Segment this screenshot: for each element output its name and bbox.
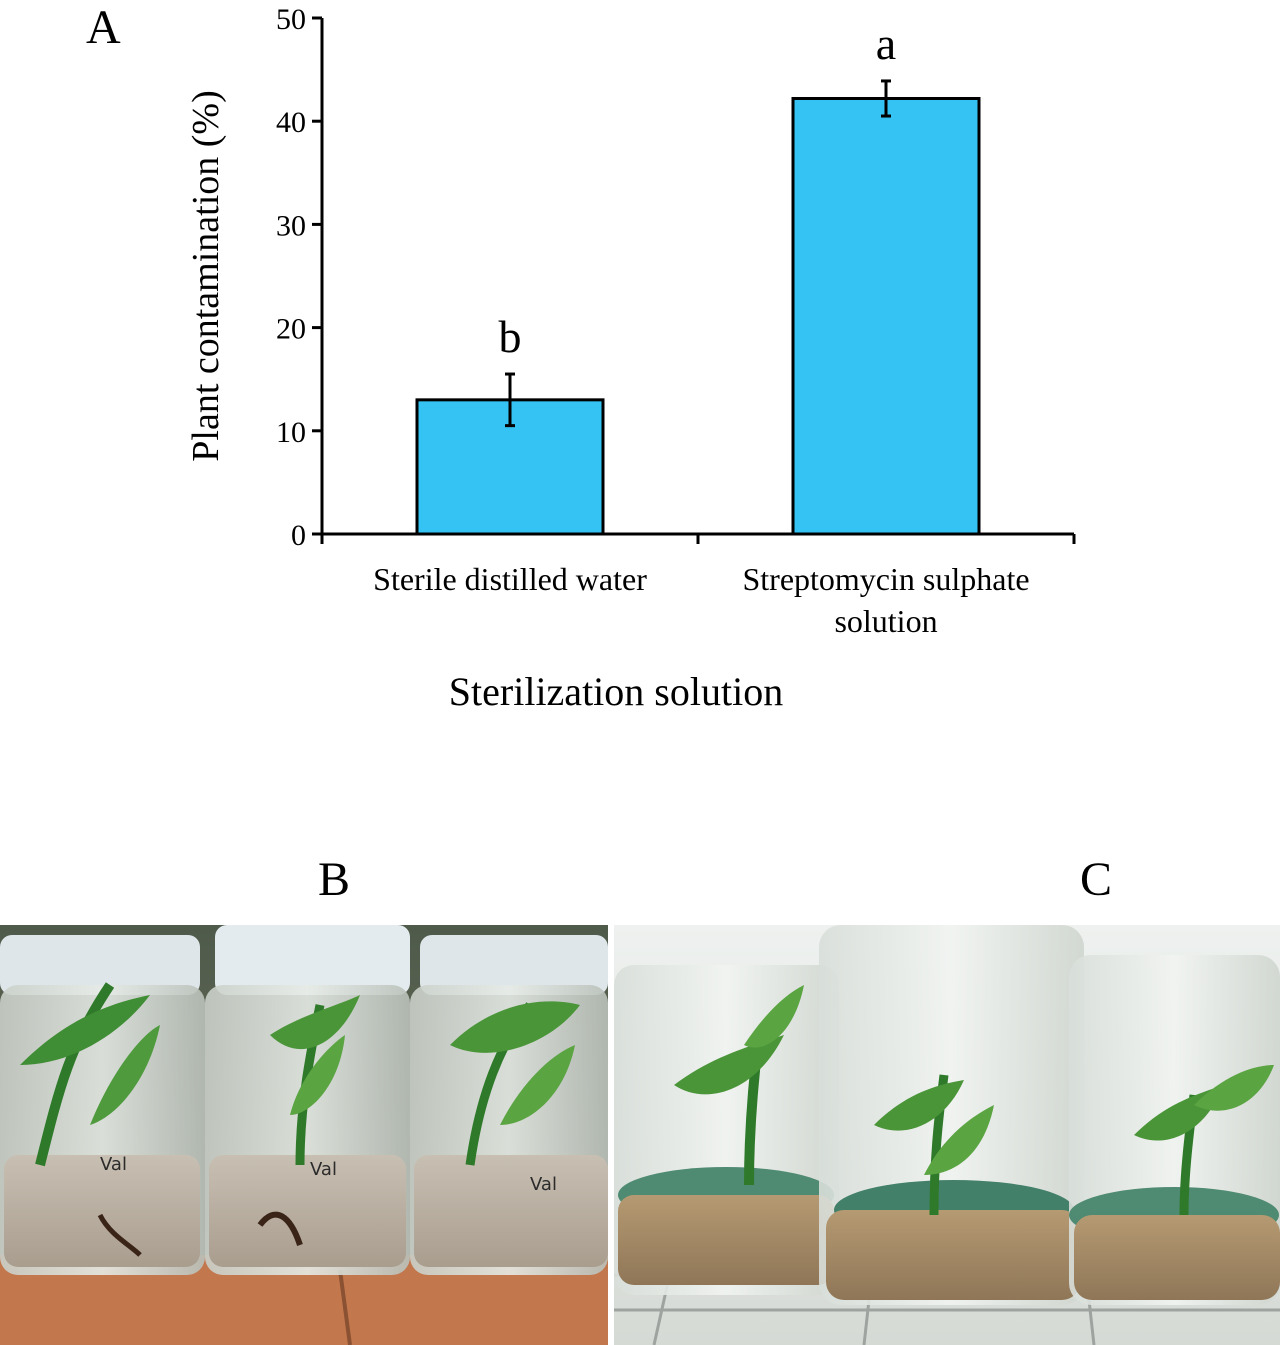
panel-label-b: B — [318, 853, 351, 906]
y-tick-label: 30 — [276, 209, 306, 242]
bar-chart: 0 10 20 30 40 50 Sterile distilled water Strep… — [185, 3, 1076, 714]
jar-label-3: Val — [530, 1174, 557, 1195]
panel-label-a: A — [86, 1, 121, 54]
y-axis: 0 10 20 30 40 50 — [276, 3, 324, 552]
y-tick-label: 20 — [276, 313, 306, 346]
panel-label-c: C — [1080, 853, 1113, 906]
x-tick-label: Sterile distilled water — [373, 561, 647, 597]
photo-b-sterile-jars: Val Val Val — [0, 925, 608, 1345]
significance-letter: b — [499, 311, 522, 362]
significance-letter: a — [876, 18, 896, 69]
y-tick-label: 0 — [291, 519, 306, 552]
y-tick-label: 10 — [276, 416, 306, 449]
bars: ba — [415, 18, 981, 536]
jar-label-2: Val — [310, 1159, 337, 1180]
x-axis-title: Sterilization solution — [449, 669, 783, 714]
y-axis-title: Plant contamination (%) — [185, 90, 227, 461]
x-tick-label: solution — [834, 603, 937, 639]
y-tick-label: 40 — [276, 106, 306, 139]
x-tick-label: Streptomycin sulphate — [742, 561, 1029, 597]
jar-label-1: Val — [100, 1154, 127, 1175]
bar — [791, 96, 981, 536]
x-axis: Sterile distilled water Streptomycin sulp… — [320, 532, 1076, 639]
y-tick-label: 50 — [276, 3, 306, 36]
photo-c-contaminated-jars — [614, 925, 1280, 1345]
